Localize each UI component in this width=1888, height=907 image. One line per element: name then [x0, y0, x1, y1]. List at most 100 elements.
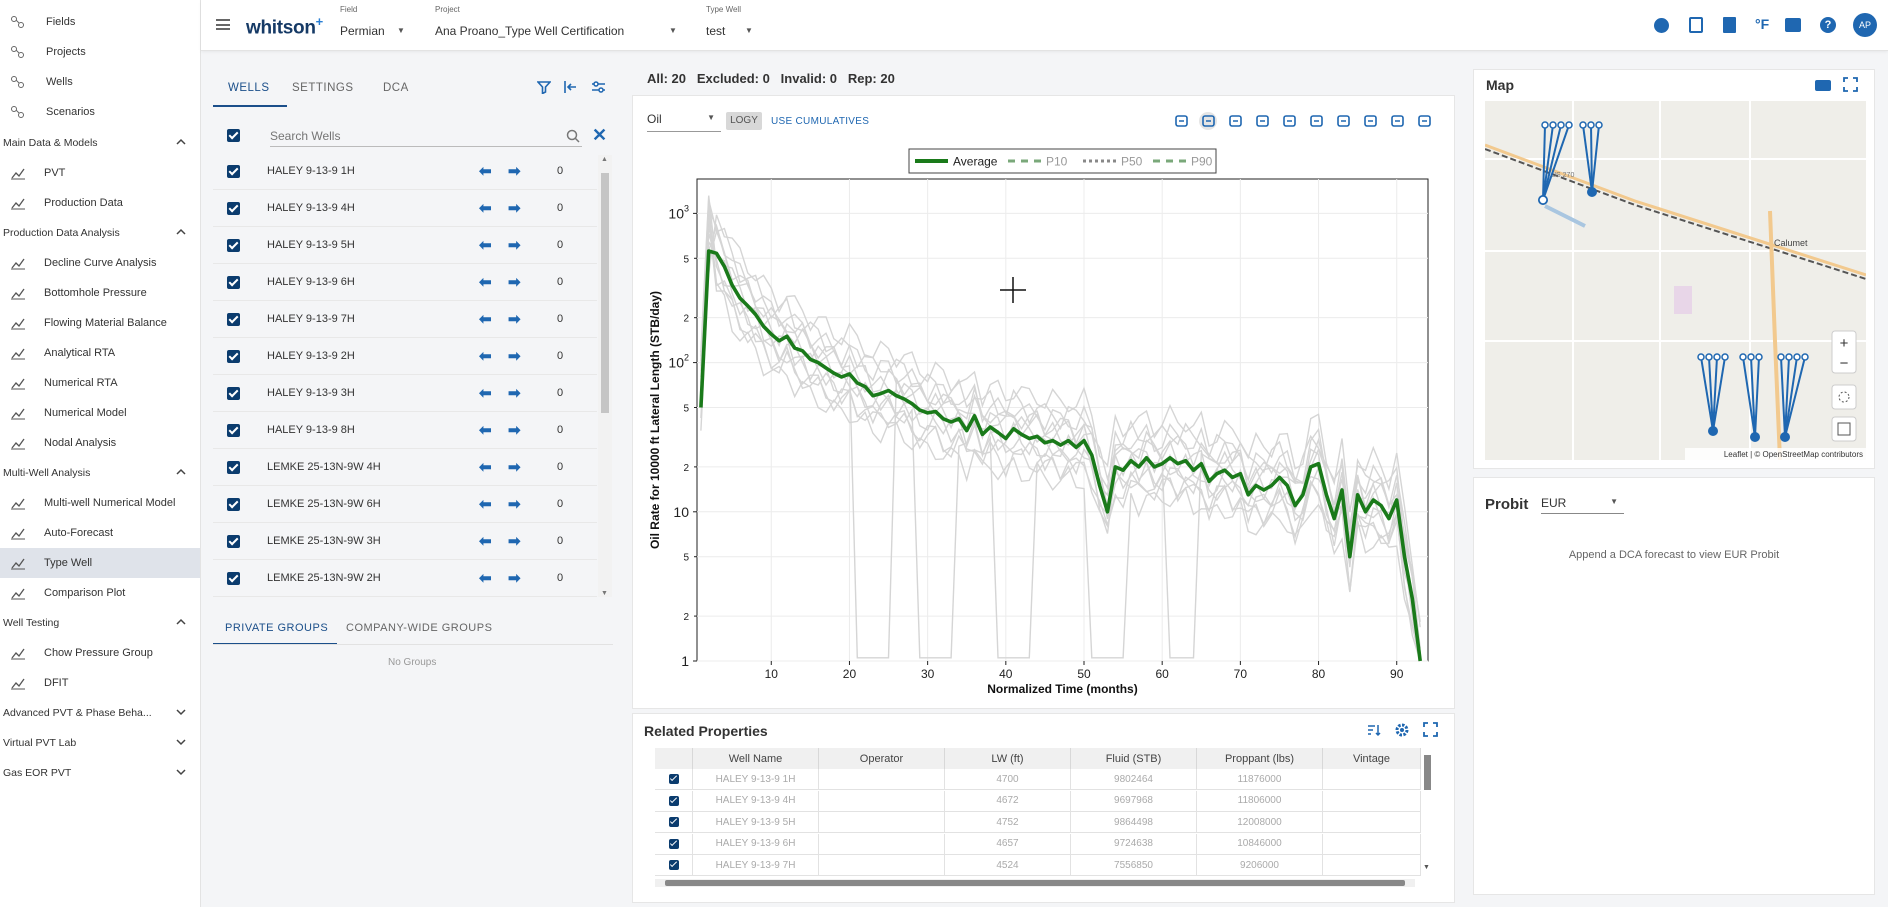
arrow-right-icon[interactable]: ➡ [508, 163, 521, 180]
well-checkbox[interactable] [227, 497, 240, 511]
avatar[interactable]: AP [1853, 13, 1877, 37]
well-row[interactable]: HALEY 9-13-9 4H ⬅ ➡ 0 [213, 190, 597, 227]
sidebar-item-decline-curve-analysis[interactable]: Decline Curve Analysis [0, 248, 200, 278]
well-row[interactable]: HALEY 9-13-9 2H ⬅ ➡ 0 [213, 338, 597, 375]
globe-icon[interactable] [1654, 18, 1669, 33]
chevron-down-icon[interactable] [176, 707, 186, 719]
row-checkbox[interactable] [668, 795, 679, 806]
arrow-left-icon[interactable]: ⬅ [479, 311, 492, 328]
chart-legend[interactable]: Average P10 P50 P90 [908, 148, 1217, 174]
well-marker[interactable] [1777, 353, 1785, 361]
well-row[interactable]: HALEY 9-13-9 8H ⬅ ➡ 0 [213, 412, 597, 449]
fluid-select[interactable]: Oil ▼ [647, 110, 721, 132]
arrow-right-icon[interactable]: ➡ [508, 200, 521, 217]
column-header[interactable]: Fluid (STB) [1071, 748, 1197, 769]
arrow-right-icon[interactable]: ➡ [508, 274, 521, 291]
well-checkbox[interactable] [227, 349, 240, 363]
calculator-icon[interactable] [1689, 17, 1703, 33]
logy-button[interactable]: LOGY [726, 112, 762, 130]
sidebar-section[interactable]: Multi-Well Analysis [0, 458, 200, 488]
sidebar-item-numerical-rta[interactable]: Numerical RTA [0, 368, 200, 398]
zoom-reset-icon[interactable] [1361, 112, 1379, 130]
well-marker[interactable] [1713, 353, 1721, 361]
use-cumulatives-button[interactable]: USE CUMULATIVES [771, 116, 870, 127]
recenter-button[interactable] [1831, 384, 1857, 410]
expand-icon[interactable] [1423, 722, 1438, 737]
project-select[interactable]: Ana Proano_Type Well Certification [435, 24, 625, 38]
sliders-icon[interactable] [591, 80, 606, 94]
tab-settings[interactable]: SETTINGS [292, 82, 354, 94]
type-well-chart[interactable]: 10 20 30 40 50 60 70 80 90103102101525252Normali… [632, 140, 1455, 710]
arrow-right-icon[interactable]: ➡ [508, 422, 521, 439]
arrow-right-icon[interactable]: ➡ [508, 570, 521, 587]
well-marker[interactable] [1541, 121, 1549, 129]
well-checkbox[interactable] [227, 164, 240, 178]
report-icon[interactable] [1226, 112, 1244, 130]
layers-button[interactable] [1831, 416, 1857, 442]
units-icon[interactable]: °F [1755, 16, 1770, 32]
chevron-down-icon[interactable]: ▼ [1423, 864, 1430, 871]
well-row[interactable]: LEMKE 25-13N-9W 3H ⬅ ➡ 0 [213, 523, 597, 560]
well-row[interactable]: LEMKE 25-13N-9W 6H ⬅ ➡ 0 [213, 486, 597, 523]
well-marker[interactable] [1793, 353, 1801, 361]
zoom-out-button[interactable]: − [1840, 355, 1849, 372]
well-marker[interactable] [1785, 353, 1793, 361]
well-marker[interactable] [1538, 195, 1548, 205]
row-checkbox-cell[interactable] [655, 855, 693, 876]
well-checkbox[interactable] [227, 238, 240, 252]
well-marker[interactable] [1721, 353, 1729, 361]
sidebar-item-bottomhole-pressure[interactable]: Bottomhole Pressure [0, 278, 200, 308]
well-marker[interactable] [1755, 353, 1763, 361]
row-checkbox-cell[interactable] [655, 790, 693, 812]
well-row[interactable]: HALEY 9-13-9 7H ⬅ ➡ 0 [213, 301, 597, 338]
sidebar-item-flowing-material-balance[interactable]: Flowing Material Balance [0, 308, 200, 338]
well-row[interactable]: HALEY 9-13-9 3H ⬅ ➡ 0 [213, 375, 597, 412]
row-checkbox[interactable] [668, 860, 679, 870]
chevron-up-icon[interactable] [176, 227, 186, 239]
well-marker[interactable] [1801, 353, 1809, 361]
sidebar-section[interactable]: Main Data & Models [0, 128, 200, 158]
expand-icon[interactable] [1843, 77, 1858, 92]
arrow-left-icon[interactable]: ⬅ [479, 459, 492, 476]
arrow-left-icon[interactable]: ⬅ [479, 570, 492, 587]
well-checkbox[interactable] [227, 423, 240, 437]
scrollbar[interactable]: ▲ ▼ [598, 155, 612, 597]
sidebar-item-projects[interactable]: Projects [0, 37, 200, 67]
well-marker[interactable] [1549, 121, 1557, 129]
arrow-right-icon[interactable]: ➡ [508, 311, 521, 328]
chevron-down-icon[interactable] [176, 767, 186, 779]
select-all-checkbox[interactable] [227, 129, 240, 147]
chevron-down-icon[interactable] [176, 737, 186, 749]
sidebar-section[interactable]: Advanced PVT & Phase Beha... [0, 698, 200, 728]
chevron-down-icon[interactable]: ▼ [745, 26, 753, 35]
arrow-right-icon[interactable]: ➡ [508, 496, 521, 513]
typewell-select[interactable]: test [706, 24, 726, 38]
arrow-left-icon[interactable]: ⬅ [479, 385, 492, 402]
average-series-line[interactable] [699, 249, 1422, 662]
arrow-left-icon[interactable]: ⬅ [479, 422, 492, 439]
help-icon[interactable]: ? [1820, 17, 1836, 33]
sidebar-section[interactable]: Production Data Analysis [0, 218, 200, 248]
map-attribution[interactable]: Leaflet | © OpenStreetMap contributors [1724, 450, 1863, 459]
field-select[interactable]: Permian [340, 24, 385, 38]
export-icon[interactable] [1723, 17, 1736, 33]
menu-icon[interactable] [216, 19, 230, 30]
well-marker[interactable] [1705, 353, 1713, 361]
sidebar-item-fields[interactable]: Fields [0, 7, 200, 37]
well-marker[interactable] [1697, 353, 1705, 361]
sidebar-item-multi-well-numerical-model[interactable]: Multi-well Numerical Model [0, 488, 200, 518]
sidebar-item-scenarios[interactable]: Scenarios [0, 97, 200, 127]
well-heel-marker[interactable] [1708, 426, 1718, 436]
arrow-left-icon[interactable]: ⬅ [479, 237, 492, 254]
well-heel-marker[interactable] [1780, 432, 1790, 442]
well-marker[interactable] [1739, 353, 1747, 361]
well-marker[interactable] [1587, 121, 1595, 129]
tab-wells[interactable]: WELLS [228, 82, 270, 94]
gear-icon[interactable] [1394, 722, 1410, 738]
well-marker[interactable] [1557, 121, 1565, 129]
row-checkbox[interactable] [668, 817, 679, 827]
sidebar-item-analytical-rta[interactable]: Analytical RTA [0, 338, 200, 368]
well-marker[interactable] [1565, 121, 1573, 129]
row-checkbox-cell[interactable] [655, 769, 693, 790]
search-field[interactable] [270, 127, 582, 147]
